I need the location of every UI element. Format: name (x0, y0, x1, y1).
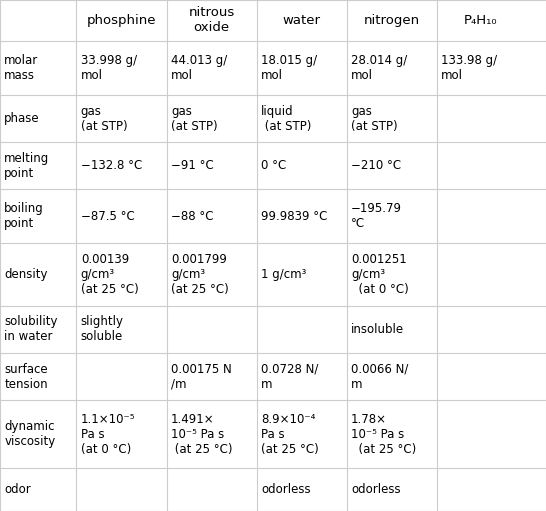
Text: 1.78×
10⁻⁵ Pa s
  (at 25 °C): 1.78× 10⁻⁵ Pa s (at 25 °C) (351, 413, 417, 456)
Text: water: water (283, 14, 321, 27)
Text: dynamic
viscosity: dynamic viscosity (4, 420, 56, 448)
Text: 18.015 g/
mol: 18.015 g/ mol (261, 54, 317, 82)
Text: −91 °C: −91 °C (171, 159, 213, 172)
Text: solubility
in water: solubility in water (4, 315, 58, 343)
Text: 0 °C: 0 °C (261, 159, 286, 172)
Text: 0.00139
g/cm³
(at 25 °C): 0.00139 g/cm³ (at 25 °C) (81, 253, 139, 296)
Text: 0.0728 N/
m: 0.0728 N/ m (261, 363, 318, 390)
Text: gas
(at STP): gas (at STP) (171, 105, 217, 132)
Text: 1 g/cm³: 1 g/cm³ (261, 268, 306, 281)
Text: nitrogen: nitrogen (364, 14, 420, 27)
Text: phosphine: phosphine (87, 14, 156, 27)
Text: gas
(at STP): gas (at STP) (351, 105, 397, 132)
Text: melting
point: melting point (4, 152, 50, 180)
Text: −88 °C: −88 °C (171, 210, 213, 223)
Text: 133.98 g/
mol: 133.98 g/ mol (441, 54, 497, 82)
Text: 0.0066 N/
m: 0.0066 N/ m (351, 363, 408, 390)
Text: density: density (4, 268, 48, 281)
Text: 0.00175 N
/m: 0.00175 N /m (171, 363, 232, 390)
Text: insoluble: insoluble (351, 323, 404, 336)
Text: liquid
 (at STP): liquid (at STP) (261, 105, 311, 132)
Text: −87.5 °C: −87.5 °C (81, 210, 134, 223)
Text: 44.013 g/
mol: 44.013 g/ mol (171, 54, 227, 82)
Text: boiling
point: boiling point (4, 202, 44, 230)
Text: 99.9839 °C: 99.9839 °C (261, 210, 328, 223)
Text: −132.8 °C: −132.8 °C (81, 159, 142, 172)
Text: 0.001251
g/cm³
  (at 0 °C): 0.001251 g/cm³ (at 0 °C) (351, 253, 409, 296)
Text: surface
tension: surface tension (4, 363, 48, 390)
Text: 0.001799
g/cm³
(at 25 °C): 0.001799 g/cm³ (at 25 °C) (171, 253, 229, 296)
Text: 1.1×10⁻⁵
Pa s
(at 0 °C): 1.1×10⁻⁵ Pa s (at 0 °C) (81, 413, 135, 456)
Text: P₄H₁₀: P₄H₁₀ (464, 14, 497, 27)
Text: molar
mass: molar mass (4, 54, 39, 82)
Text: phase: phase (4, 112, 40, 125)
Text: 1.491×
10⁻⁵ Pa s
 (at 25 °C): 1.491× 10⁻⁵ Pa s (at 25 °C) (171, 413, 233, 456)
Text: slightly
soluble: slightly soluble (81, 315, 124, 343)
Text: −210 °C: −210 °C (351, 159, 401, 172)
Text: 8.9×10⁻⁴
Pa s
(at 25 °C): 8.9×10⁻⁴ Pa s (at 25 °C) (261, 413, 319, 456)
Text: −195.79
°C: −195.79 °C (351, 202, 402, 230)
Text: 33.998 g/
mol: 33.998 g/ mol (81, 54, 137, 82)
Text: 28.014 g/
mol: 28.014 g/ mol (351, 54, 407, 82)
Text: odorless: odorless (351, 483, 401, 496)
Text: odorless: odorless (261, 483, 311, 496)
Text: odor: odor (4, 483, 31, 496)
Text: nitrous
oxide: nitrous oxide (188, 7, 235, 34)
Text: gas
(at STP): gas (at STP) (81, 105, 127, 132)
